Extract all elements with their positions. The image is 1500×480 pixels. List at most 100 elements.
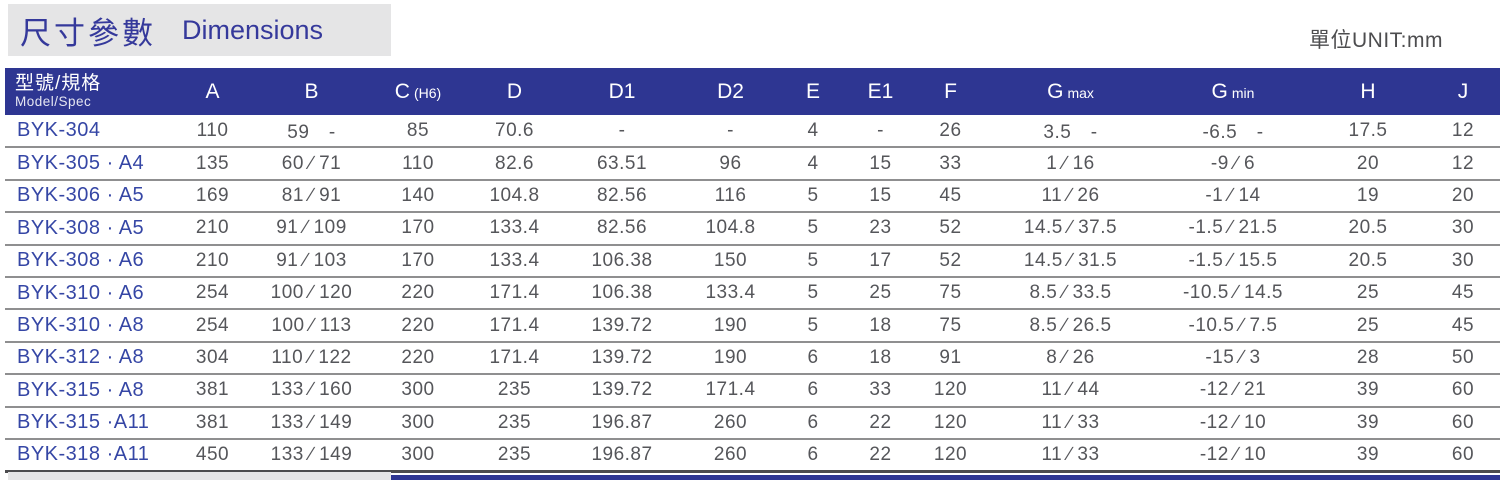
value-cell-h: 39 <box>1356 411 1380 433</box>
value-cell-e: 5 <box>807 314 819 336</box>
value-cell-h: 39 <box>1356 443 1380 465</box>
value-cell-e1: 23 <box>869 217 892 239</box>
model-header-en: Model/Spec <box>15 94 92 109</box>
value-cell-e: 4 <box>807 152 819 174</box>
value-cell-gmin: -1 ∕ 14 <box>1205 184 1261 206</box>
value-cell-d2: - <box>727 119 734 141</box>
value-cell-j: 60 <box>1451 443 1475 465</box>
table-row: BYK-305 · A4 135 60 ∕ 71 110 82.6 63.51 96 4 15 3… <box>5 147 1500 180</box>
value-cell-f: 120 <box>933 411 968 433</box>
value-cell-gmin: -9 ∕ 6 <box>1210 152 1256 174</box>
section-title-zh: 尺寸參數 <box>20 15 156 51</box>
value-cell-f: 75 <box>939 314 962 336</box>
value-cell-d1: 139.72 <box>591 314 653 336</box>
value-cell-b: 133 ∕ 149 <box>270 443 353 465</box>
value-cell-f: 26 <box>939 119 962 141</box>
next-table-header-strip <box>391 475 1500 480</box>
value-cell-j: 50 <box>1451 346 1475 368</box>
table-row: BYK-310 · A6 254 100 ∕ 120 220 171.4 106.38 13… <box>5 277 1500 310</box>
value-cell-e: 5 <box>807 282 819 304</box>
model-cell: BYK-310 · A6 <box>17 281 145 304</box>
value-cell-gmin: -10.5 ∕ 7.5 <box>1188 314 1278 336</box>
value-cell-e1: 22 <box>869 411 892 433</box>
value-cell-f: 91 <box>939 346 962 368</box>
value-cell-f: 52 <box>939 217 962 239</box>
value-cell-b: 110 ∕ 122 <box>271 346 352 368</box>
table-body: BYK-304 110 59 - 85 70.6 - - 4 - 26 3.5 - -6.5 - 17.… <box>5 115 1500 472</box>
value-cell-d: 171.4 <box>489 346 540 368</box>
value-cell-b: 100 ∕ 113 <box>271 314 352 336</box>
value-cell-d: 133.4 <box>489 217 540 239</box>
value-cell-d: 235 <box>497 443 532 465</box>
value-cell-gmin: -12 ∕ 21 <box>1199 379 1267 401</box>
value-cell-d: 70.6 <box>495 119 534 141</box>
table-row: BYK-312 · A8 304 110 ∕ 122 220 171.4 139.72 19… <box>5 342 1500 375</box>
value-cell-a: 304 <box>195 346 230 368</box>
value-cell-f: 120 <box>933 379 968 401</box>
value-cell-gmax: 1 ∕ 16 <box>1046 152 1095 174</box>
value-cell-e1: 15 <box>869 184 892 206</box>
value-cell-a: 381 <box>195 379 230 401</box>
model-cell: BYK-308 · A6 <box>17 249 145 272</box>
value-cell-h: 17.5 <box>1348 119 1388 141</box>
model-cell: BYK-312 · A8 <box>17 346 145 369</box>
value-cell-e1: 33 <box>869 379 892 401</box>
value-cell-a: 381 <box>195 411 230 433</box>
value-cell-e: 5 <box>807 249 819 271</box>
model-cell: BYK-308 · A5 <box>17 216 145 239</box>
value-cell-e1: 15 <box>869 152 892 174</box>
value-cell-gmax: 11 ∕ 44 <box>1041 379 1100 401</box>
value-cell-c: 220 <box>401 346 435 368</box>
table-row: BYK-308 · A5 210 91 ∕ 109 170 133.4 82.56 104.… <box>5 212 1500 245</box>
section-title-en: Dimensions <box>182 14 324 45</box>
value-cell-gmax: 8.5 ∕ 26.5 <box>1029 314 1112 336</box>
value-cell-d: 171.4 <box>489 314 540 336</box>
value-cell-a: 210 <box>195 249 230 271</box>
value-cell-d1: 139.72 <box>591 379 653 401</box>
value-cell-b: 81 ∕ 91 <box>281 184 342 206</box>
value-cell-h: 20.5 <box>1348 217 1388 239</box>
value-cell-d2: 260 <box>713 443 748 465</box>
value-cell-j: 12 <box>1451 152 1475 174</box>
value-cell-j: 45 <box>1451 314 1475 336</box>
value-cell-d: 104.8 <box>489 184 540 206</box>
value-cell-j: 30 <box>1451 217 1475 239</box>
value-cell-d1: 82.56 <box>596 217 648 239</box>
value-cell-e1: 22 <box>869 443 892 465</box>
table-row: BYK-304 110 59 - 85 70.6 - - 4 - 26 3.5 - -6.5 - 17.… <box>5 115 1500 148</box>
value-cell-a: 254 <box>195 282 230 304</box>
value-cell-d2: 171.4 <box>705 379 756 401</box>
value-cell-c: 220 <box>401 314 435 336</box>
value-cell-a: 135 <box>195 152 230 174</box>
value-cell-e: 5 <box>807 184 819 206</box>
value-cell-j: 45 <box>1451 282 1475 304</box>
value-cell-d2: 260 <box>713 411 748 433</box>
value-cell-d1: 196.87 <box>591 411 653 433</box>
model-cell: BYK-315 ·A11 <box>17 411 150 434</box>
model-cell: BYK-315 · A8 <box>17 378 145 401</box>
value-cell-d1: - <box>618 119 626 141</box>
value-cell-gmax: 11 ∕ 33 <box>1041 443 1100 465</box>
value-cell-f: 75 <box>939 282 962 304</box>
value-cell-e: 6 <box>807 443 819 465</box>
column-header-e1: E1 <box>867 79 894 103</box>
value-cell-gmin: -1.5 ∕ 15.5 <box>1188 249 1278 271</box>
column-header-d: D <box>506 79 523 103</box>
value-cell-c: 300 <box>401 443 435 465</box>
value-cell-e: 5 <box>807 217 819 239</box>
value-cell-d2: 116 <box>714 184 747 206</box>
column-header-j: J <box>1457 79 1469 103</box>
value-cell-a: 450 <box>195 443 230 465</box>
value-cell-j: 60 <box>1451 379 1475 401</box>
table-row: BYK-310 · A8 254 100 ∕ 113 220 171.4 139.72 19… <box>5 309 1500 342</box>
value-cell-d2: 150 <box>713 249 748 271</box>
column-header-e: E <box>805 79 820 103</box>
value-cell-gmax: 8 ∕ 26 <box>1046 346 1095 368</box>
model-header-zh: 型號/規格 <box>15 73 102 94</box>
value-cell-f: 45 <box>939 184 962 206</box>
column-header-d2: D2 <box>717 79 744 103</box>
value-cell-d1: 139.72 <box>591 346 653 368</box>
